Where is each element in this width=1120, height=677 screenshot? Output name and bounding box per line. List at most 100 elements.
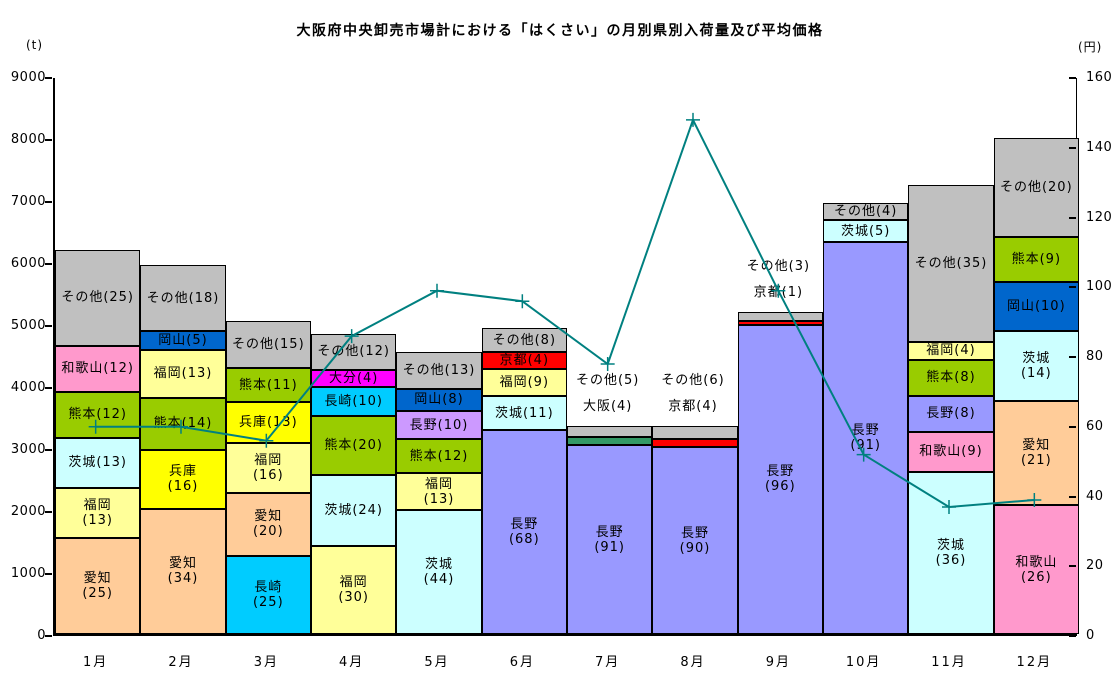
left-axis-tick-mark [45, 201, 52, 203]
segment-label: 長崎(10) [324, 393, 383, 409]
segment-label: 長野(8) [926, 406, 976, 422]
right-axis-tick-label: 80 [1086, 349, 1104, 364]
left-axis-tick-mark [45, 573, 52, 575]
segment-label: 茨城 (14) [1020, 351, 1052, 382]
segment-label: 茨城(5) [840, 223, 891, 239]
segment-label: その他(13) [402, 362, 476, 378]
right-axis-tick-label: 120 [1086, 209, 1113, 225]
left-axis-tick-mark [45, 387, 52, 389]
segment-label: 福岡(13) [423, 476, 455, 507]
right-axis-unit-label: (円) [1078, 40, 1103, 54]
segment-label: 兵庫 (16) [167, 464, 199, 495]
segment-label: 茨城(24) [324, 502, 383, 518]
segment-label: 長野 (91) [850, 422, 881, 453]
segment-label: 京都(4) [499, 353, 550, 369]
bar-3月: 長崎 (25) 愛知 (20) 福岡 (16) 兵庫(13) 熊本(11) その他(15) [225, 320, 311, 634]
bar-segment-熊本: 熊本(12) [396, 439, 482, 474]
segment-label: 茨城(13) [68, 455, 127, 471]
right-axis-tick-mark [1069, 146, 1076, 149]
x-axis-label-12月: 12月 [1016, 655, 1053, 670]
bar-segment-熊本: 熊本(11) [225, 367, 311, 403]
x-axis-label-9月: 9月 [765, 655, 791, 670]
left-axis-tick-label: 6000 [10, 256, 46, 271]
segment-label: 愛知 (34) [167, 556, 199, 587]
segment-label: 熊本(20) [324, 438, 383, 454]
right-axis-tick-mark [1069, 77, 1076, 79]
right-axis-tick-mark [1069, 356, 1076, 358]
left-axis-tick-mark [45, 325, 52, 327]
segment-label: 福岡 (16) [252, 453, 284, 484]
bar-10月: 長野 (91) 茨城(5) その他(4) [823, 203, 909, 634]
right-axis-tick-mark [1069, 425, 1076, 428]
x-axis-label-5月: 5月 [424, 655, 450, 670]
bar-segment-熊本: 熊本(9) [993, 237, 1079, 282]
bar-7月: 長野 (91) [567, 426, 653, 634]
segment-label: その他(35) [914, 255, 988, 271]
segment-label: 熊本(9) [1011, 252, 1062, 268]
bar-segment-和歌山: 和歌山(12) [55, 345, 141, 392]
bar-2月: 愛知 (34) 兵庫 (16) 熊本(14) 福岡(13) 岡山(5) その他(18) [140, 265, 226, 634]
left-axis-tick-mark [45, 263, 52, 265]
right-axis-tick-mark [1069, 216, 1076, 219]
bar-4月: 福岡 (30) 茨城(24) 熊本(20) 長崎(10) 大分(4) その他(12) [311, 334, 397, 634]
left-axis-tick-label: 4000 [10, 380, 46, 395]
bar-segment-岡山: 岡山(8) [396, 388, 482, 412]
bar-segment-長野: 長野 (96) [737, 324, 823, 634]
outside-segment-labels: その他(5) 大阪(4) [575, 373, 640, 415]
bar-segment-長崎: 長崎(10) [311, 386, 397, 417]
bar-segment-その他: その他(35) [908, 184, 994, 342]
segment-label: 愛知 (21) [1020, 437, 1052, 468]
segment-label: 長崎 (25) [252, 579, 284, 610]
bar-segment-その他: その他(12) [311, 334, 397, 370]
bar-segment-京都: 京都(4) [481, 352, 567, 370]
bar-segment-茨城: 茨城 (44) [396, 509, 482, 634]
segment-label: 茨城 (36) [935, 538, 967, 569]
bar-segment-茨城: 茨城(24) [311, 474, 397, 546]
bar-segment-茨城: 茨城(13) [55, 437, 141, 488]
segment-label: 熊本(14) [153, 416, 213, 432]
bar-segment-福岡: 福岡(4) [908, 341, 994, 360]
bar-segment-熊本: 熊本(12) [55, 391, 141, 438]
right-axis-tick-label: 20 [1086, 558, 1104, 574]
right-axis-tick-mark [1069, 286, 1076, 289]
right-axis-tick-label: 0 [1086, 628, 1095, 643]
segment-label: その他(25) [61, 290, 134, 306]
segment-label: 茨城(11) [494, 405, 554, 421]
segment-label: 愛知 (25) [82, 570, 113, 601]
segment-label: 福岡(4) [926, 343, 976, 359]
left-axis-tick-label: 5000 [10, 318, 46, 333]
bar-segment-茨城: 茨城(5) [823, 220, 909, 242]
bar-segment-和歌山: 和歌山 (26) [993, 505, 1079, 634]
bar-segment-長野: 長野(10) [396, 411, 482, 440]
segment-label: その他(12) [317, 344, 390, 360]
bar-9月: 長野 (96) [737, 311, 823, 634]
bar-segment-その他: その他(25) [55, 249, 141, 346]
bar-segment-福岡: 福岡 (16) [225, 443, 311, 494]
segment-label: 茨城 (44) [423, 556, 455, 587]
bar-segment-茨城: 茨城(11) [481, 396, 567, 430]
bar-segment-愛知: 愛知 (34) [140, 508, 226, 634]
left-axis-tick-mark [45, 511, 52, 513]
left-axis-tick-label: 1000 [10, 566, 46, 581]
left-axis-tick-label: 3000 [10, 442, 46, 457]
bar-segment-長野: 長野 (91) [567, 445, 653, 634]
segment-label: 岡山(5) [158, 333, 208, 349]
x-axis-label-1月: 1月 [83, 655, 109, 670]
x-axis-label-6月: 6月 [509, 655, 535, 670]
segment-label: 長野 (96) [764, 464, 796, 495]
x-axis-label-2月: 2月 [168, 655, 194, 670]
plot-area: 愛知 (25) 福岡 (13) 茨城(13) 熊本(12) 和歌山(12) その他(25) 愛知… [53, 78, 1079, 636]
bar-segment-長野: 長野 (90) [652, 447, 738, 634]
bar-segment-その他 [737, 311, 823, 322]
bar-8月: 長野 (90) [652, 426, 738, 634]
bar-segment-茨城: 茨城 (36) [908, 472, 994, 634]
right-axis-tick-mark [1069, 565, 1076, 568]
bar-segment-愛知: 愛知 (21) [993, 400, 1079, 506]
segment-label: 福岡 (30) [338, 574, 369, 605]
x-axis-label-7月: 7月 [595, 655, 621, 670]
segment-label: その他(4) [833, 204, 898, 220]
bar-segment-岡山: 岡山(10) [993, 281, 1079, 332]
segment-label: 兵庫(13) [238, 415, 298, 431]
bar-segment-長野: 長野(8) [908, 395, 994, 432]
